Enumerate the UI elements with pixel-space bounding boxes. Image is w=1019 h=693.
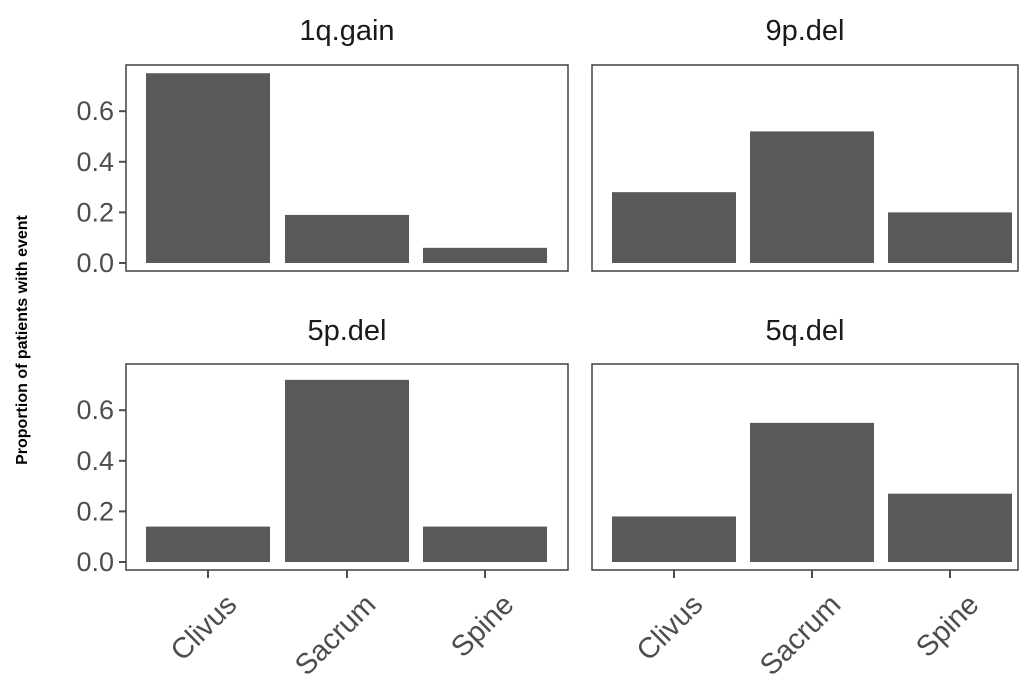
x-tick-label-spine: Spine <box>445 589 520 664</box>
y-tick-label: 0.2 <box>76 496 114 526</box>
panel-title: 9p.del <box>765 15 844 47</box>
y-tick-label: 0.2 <box>76 197 114 227</box>
y-tick-label: 0.0 <box>76 248 114 278</box>
bar-spine <box>423 526 547 562</box>
bar-sacrum <box>285 379 409 562</box>
y-axis-label: Proportion of patients with event <box>14 214 31 464</box>
bar-sacrum <box>750 131 874 263</box>
panel-title: 5q.del <box>765 315 844 347</box>
panel-5p.del: 5p.del 0.0 0.2 0.4 0.6 Clivus Sacrum Spine <box>76 315 569 682</box>
panel-5q.del: 5q.del Clivus Sacrum Spine <box>591 315 1019 682</box>
bar-spine <box>888 212 1012 263</box>
y-tick-label: 0.4 <box>76 446 114 476</box>
bar-clivus <box>612 192 736 263</box>
x-tick-label-clivus: Clivus <box>631 589 709 667</box>
y-tick-label: 0.6 <box>76 395 114 425</box>
panel-title: 5p.del <box>307 315 386 347</box>
panel-frame <box>591 363 1019 571</box>
bar-sacrum <box>285 214 409 263</box>
x-tick-label-sacrum: Sacrum <box>289 589 382 682</box>
x-tick-label-sacrum: Sacrum <box>754 589 847 682</box>
y-tick-label: 0.4 <box>76 147 114 177</box>
x-tick-label-clivus: Clivus <box>165 589 243 667</box>
bar-clivus <box>146 526 270 562</box>
x-tick-label-spine: Spine <box>910 589 985 664</box>
panel-9p.del: 9p.del <box>591 15 1019 272</box>
y-tick-label: 0.0 <box>76 547 114 577</box>
panels-layer: 1q.gain 0.0 0.2 0.4 0.6 9p.del 5p.del 0.0 0.2 0.4… <box>76 15 1019 682</box>
bar-clivus <box>146 73 270 263</box>
bar-spine <box>888 493 1012 562</box>
bar-spine <box>423 247 547 263</box>
panel-frame <box>125 64 569 272</box>
panel-frame <box>591 64 1019 272</box>
panel-title: 1q.gain <box>299 15 394 47</box>
bar-sacrum <box>750 422 874 562</box>
bar-clivus <box>612 516 736 562</box>
y-tick-label: 0.6 <box>76 96 114 126</box>
panel-1q.gain: 1q.gain 0.0 0.2 0.4 0.6 <box>76 15 569 278</box>
